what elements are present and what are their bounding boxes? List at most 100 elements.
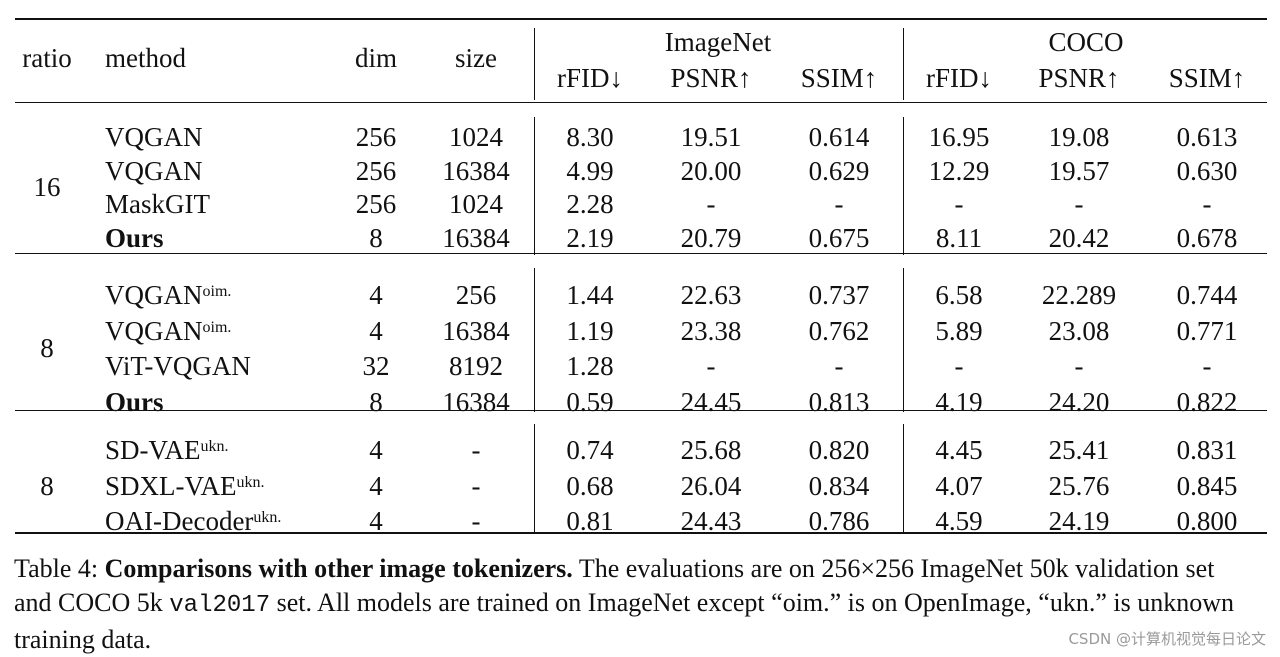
cell-text: 20.42	[1048, 222, 1110, 253]
size-cell: -	[472, 470, 481, 502]
cell-superscript: ukn.	[253, 509, 282, 526]
metric-cell: 20.42	[1049, 222, 1110, 254]
cell-text: 24.20	[1048, 386, 1110, 417]
method-cell: OAI-Decoderukn.	[105, 505, 281, 537]
metric-cell: 2.28	[566, 188, 613, 220]
column-divider	[534, 424, 535, 534]
size-cell: 16384	[442, 315, 510, 347]
cell-text: -	[954, 189, 964, 219]
dim-cell: 256	[356, 155, 397, 187]
cell-text: -	[706, 189, 716, 219]
metric-cell: 1.28	[566, 350, 613, 382]
cell-text: 8	[369, 222, 383, 253]
metric-cell: 23.08	[1049, 315, 1110, 347]
cell-text: 0.678	[1176, 222, 1238, 253]
cell-text: 8.11	[935, 222, 983, 253]
top-rule	[15, 18, 1267, 20]
header-rule	[15, 102, 1267, 103]
cell-text: 0.630	[1176, 155, 1238, 186]
metric-cell: 0.81	[566, 505, 613, 537]
cell-text: 8192	[449, 351, 503, 381]
cell-text: 20.79	[680, 222, 742, 253]
metric-cell: -	[1075, 350, 1084, 382]
metric-cell: 4.07	[935, 470, 982, 502]
cell-text: 0.614	[808, 122, 870, 152]
cell-text: -	[471, 470, 481, 501]
header-dim: dim	[355, 42, 397, 74]
caption-title: Comparisons with other image tokenizers.	[104, 554, 573, 583]
cell-superscript: ukn.	[200, 438, 229, 455]
cell-text: size	[455, 43, 497, 73]
cell-text: 22.63	[680, 280, 742, 310]
caption-code: val2017	[169, 592, 271, 619]
cell-text: rFID↓	[926, 63, 992, 93]
cell-text: 16384	[442, 222, 510, 253]
cell-text: 4	[369, 435, 383, 465]
metric-cell: -	[835, 188, 844, 220]
cell-text: 1.19	[566, 315, 614, 346]
cell-text: 12.29	[928, 155, 990, 186]
cell-text: -	[1202, 351, 1212, 381]
metric-cell: -	[955, 188, 964, 220]
cell-text: 4	[369, 470, 383, 501]
table-caption: Table 4: Comparisons with other image to…	[14, 552, 1254, 657]
metric-cell: 0.675	[809, 222, 870, 254]
cell-text: 19.08	[1048, 122, 1110, 152]
cell-text: 0.68	[566, 470, 614, 501]
cell-text: 19.51	[680, 122, 742, 152]
metric-cell: 4.59	[935, 505, 982, 537]
cell-text: dim	[354, 43, 398, 73]
cell-text: SDXL-VAE	[105, 470, 237, 501]
cell-text: -	[1202, 189, 1212, 219]
cell-text: SD-VAE	[105, 435, 201, 465]
cell-text: 24.45	[680, 386, 742, 417]
metric-cell: 4.45	[935, 434, 982, 466]
caption-text-1: The evaluations are on 256×256 ImageNet …	[14, 554, 1215, 617]
caption-text-2: set. All models are trained on ImageNet …	[14, 588, 1235, 654]
cell-text: 25.76	[1048, 470, 1110, 501]
column-divider	[903, 28, 904, 100]
size-cell: 1024	[449, 121, 503, 153]
header-coco: COCO	[1048, 26, 1123, 58]
metric-cell: -	[1203, 188, 1212, 220]
cell-text: 0.831	[1176, 435, 1238, 465]
cell-text: VQGAN	[105, 155, 203, 186]
cell-text: ImageNet	[664, 27, 772, 57]
metric-cell: 6.58	[935, 279, 982, 311]
ratio-cell: 16	[34, 171, 61, 203]
dim-cell: 8	[369, 222, 383, 254]
cell-text: 5.89	[935, 315, 983, 346]
dim-cell: 256	[356, 121, 397, 153]
header-metric: PSNR↑	[670, 62, 751, 94]
cell-text: 1.28	[566, 351, 614, 381]
cell-text: 6.58	[935, 280, 983, 310]
cell-text: 1024	[449, 122, 503, 152]
metric-cell: 0.813	[809, 386, 870, 418]
metric-cell: 0.800	[1177, 505, 1238, 537]
cell-text: 0.820	[808, 435, 870, 465]
cell-text: 2.19	[566, 222, 614, 253]
size-cell: 16384	[442, 386, 510, 418]
metric-cell: 8.30	[566, 121, 613, 153]
cell-text: 4.59	[935, 506, 983, 536]
cell-text: 8	[369, 386, 383, 417]
cell-text: VQGAN	[105, 315, 203, 346]
ratio-cell: 8	[40, 332, 54, 364]
cell-text: ViT-VQGAN	[105, 351, 251, 381]
method-cell: VQGANoim.	[105, 315, 231, 347]
cell-text: 1024	[449, 189, 503, 219]
metric-cell: -	[835, 350, 844, 382]
metric-cell: 23.38	[681, 315, 742, 347]
cell-text: 20.00	[680, 155, 742, 186]
cell-superscript: oim.	[202, 283, 232, 300]
cell-text: PSNR↑	[1038, 63, 1120, 93]
header-method: method	[105, 42, 186, 74]
cell-text: 0.613	[1176, 122, 1238, 152]
watermark: CSDN @计算机视觉每日论文	[1068, 630, 1266, 648]
column-divider	[903, 117, 904, 255]
cell-text: 256	[355, 122, 397, 152]
cell-text: -	[706, 351, 716, 381]
metric-cell: -	[707, 188, 716, 220]
cell-text: Ours	[105, 222, 164, 253]
cell-text: 0.74	[566, 435, 614, 465]
